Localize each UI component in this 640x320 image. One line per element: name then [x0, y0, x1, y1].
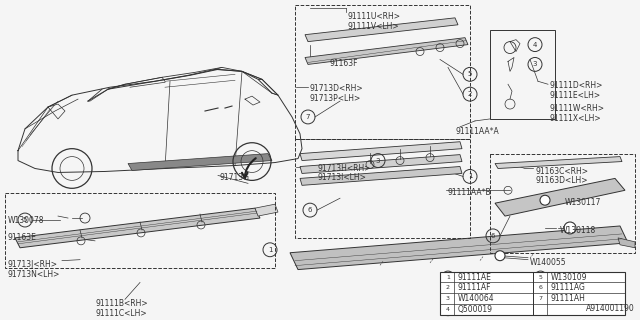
Text: 91111AH: 91111AH — [550, 294, 586, 303]
Text: 6: 6 — [491, 233, 495, 239]
Circle shape — [495, 251, 505, 261]
Text: 7: 7 — [538, 296, 543, 301]
Text: 1: 1 — [446, 275, 450, 279]
Bar — [295, 5, 470, 139]
Text: 4: 4 — [446, 307, 450, 312]
Text: 91111D<RH>: 91111D<RH> — [550, 81, 604, 90]
Text: W130109: W130109 — [550, 273, 587, 282]
Text: W130118: W130118 — [560, 226, 596, 235]
Polygon shape — [300, 142, 462, 161]
Text: 1: 1 — [268, 247, 272, 253]
Text: 3: 3 — [446, 296, 450, 301]
Bar — [490, 154, 635, 253]
Text: 91163E: 91163E — [8, 233, 37, 242]
Text: 91111X<LH>: 91111X<LH> — [550, 114, 602, 123]
Polygon shape — [300, 166, 462, 185]
Text: 3: 3 — [376, 157, 380, 164]
Text: 91163F: 91163F — [330, 60, 358, 68]
Text: 5: 5 — [539, 275, 543, 279]
Text: 91111AA*B: 91111AA*B — [448, 188, 492, 197]
Text: 2: 2 — [446, 285, 450, 291]
Text: 91713I<LH>: 91713I<LH> — [318, 173, 367, 182]
Text: 91111AG: 91111AG — [550, 284, 586, 292]
Text: 91163D<LH>: 91163D<LH> — [535, 176, 588, 185]
Polygon shape — [305, 38, 468, 64]
Polygon shape — [300, 155, 462, 173]
Text: 1: 1 — [468, 173, 472, 180]
Polygon shape — [495, 179, 625, 216]
Text: W140055: W140055 — [530, 258, 566, 267]
Polygon shape — [618, 238, 635, 248]
Circle shape — [564, 222, 576, 234]
Text: Q500019: Q500019 — [458, 305, 493, 314]
Text: 91111B<RH>: 91111B<RH> — [95, 299, 148, 308]
Text: 91111AF: 91111AF — [458, 284, 492, 292]
Text: A914001190: A914001190 — [586, 304, 635, 313]
Text: W140064: W140064 — [458, 294, 495, 303]
Text: 4: 4 — [533, 42, 537, 48]
Bar — [440, 272, 625, 315]
Text: 91111U<RH>: 91111U<RH> — [348, 12, 401, 21]
Text: 6: 6 — [308, 207, 312, 213]
Text: 6: 6 — [539, 285, 543, 291]
Text: W130117: W130117 — [565, 198, 602, 207]
Bar — [295, 139, 470, 238]
Text: 91111AE: 91111AE — [458, 273, 492, 282]
Text: 91713G: 91713G — [220, 173, 250, 182]
Polygon shape — [495, 156, 622, 169]
Text: 91713P<LH>: 91713P<LH> — [310, 94, 361, 103]
Text: 91713J<RH>: 91713J<RH> — [8, 260, 58, 269]
Polygon shape — [255, 204, 278, 216]
Circle shape — [540, 195, 550, 205]
Text: 5: 5 — [23, 217, 27, 223]
Text: 91111V<LH>: 91111V<LH> — [348, 22, 399, 31]
Text: 5: 5 — [468, 71, 472, 77]
Text: 91111E<LH>: 91111E<LH> — [550, 91, 601, 100]
Text: 91713N<LH>: 91713N<LH> — [8, 269, 60, 279]
Bar — [5, 193, 275, 268]
Polygon shape — [15, 208, 260, 248]
Polygon shape — [128, 154, 272, 171]
Text: 7: 7 — [306, 114, 310, 120]
Text: 91713D<RH>: 91713D<RH> — [310, 84, 364, 93]
Polygon shape — [305, 18, 458, 42]
Text: 2: 2 — [468, 91, 472, 97]
Text: 91111AA*A: 91111AA*A — [455, 127, 499, 136]
Text: 91713H<RH>: 91713H<RH> — [318, 164, 371, 172]
Text: 91111C<LH>: 91111C<LH> — [95, 309, 147, 318]
Bar — [490, 30, 555, 119]
Polygon shape — [290, 226, 628, 269]
Text: W130078: W130078 — [8, 216, 45, 225]
Text: 3: 3 — [532, 61, 537, 68]
Text: 91163C<RH>: 91163C<RH> — [535, 166, 588, 175]
Text: 91111W<RH>: 91111W<RH> — [550, 104, 605, 113]
